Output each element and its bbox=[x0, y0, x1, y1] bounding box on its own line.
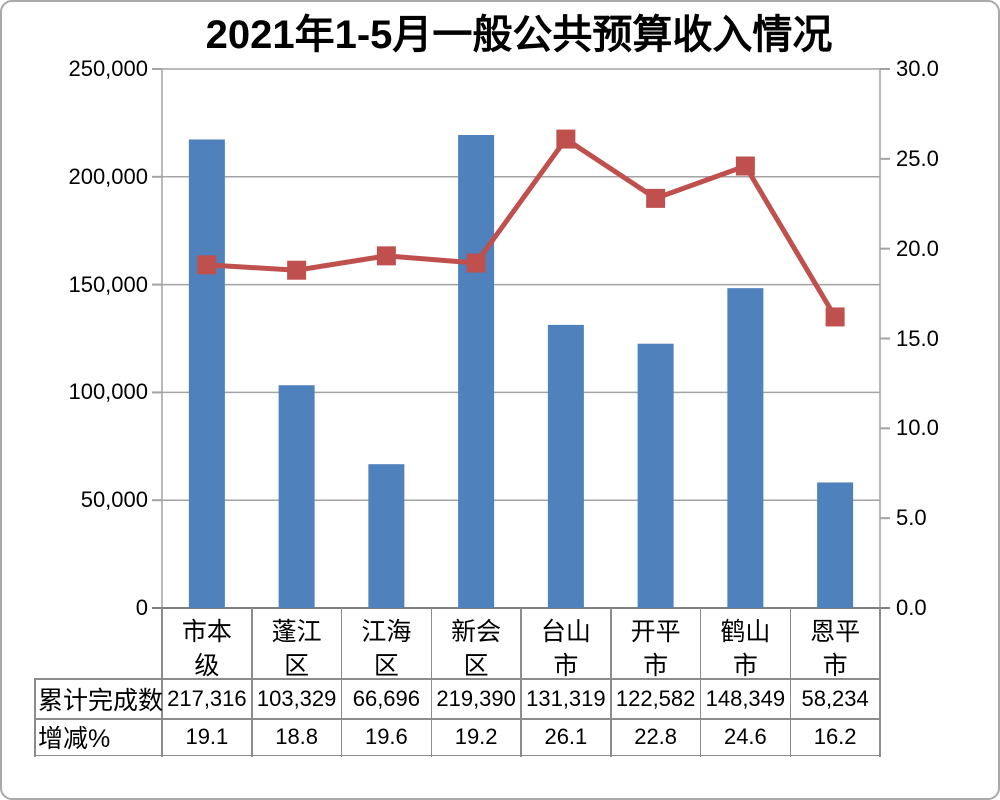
table-vertical-border bbox=[161, 608, 163, 757]
table-value-cell: 131,319 bbox=[526, 686, 606, 711]
data-table: 市本级 蓬江区 江海区 新会区 台山市 开平市 鹤山市 恩平市累计完成数 217,316 103,… bbox=[34, 608, 881, 757]
right-axis-tick-label: 20.0 bbox=[896, 235, 939, 261]
table-vertical-border bbox=[520, 608, 522, 757]
bar-column bbox=[458, 134, 495, 608]
table-value-cell: 19.1 bbox=[185, 724, 229, 750]
line-marker bbox=[197, 255, 217, 275]
table-vertical-border bbox=[789, 608, 791, 757]
right-axis-tick-label: 10.0 bbox=[896, 415, 939, 441]
table-value-cell: 66,696 bbox=[352, 686, 421, 711]
left-axis-tick-label: 50,000 bbox=[80, 487, 148, 513]
line-marker bbox=[825, 307, 845, 327]
category-cell-text: 恩平市 bbox=[810, 618, 861, 680]
category-cell: 新会区 bbox=[431, 608, 521, 680]
category-cell-text: 鹤山市 bbox=[720, 618, 771, 680]
bar-column bbox=[817, 482, 854, 608]
table-vertical-border bbox=[879, 608, 881, 757]
bar-column bbox=[637, 343, 674, 608]
bar-column bbox=[368, 464, 405, 608]
table-value-cell: 19.2 bbox=[454, 724, 498, 750]
table-vertical-border bbox=[699, 608, 702, 757]
line-marker bbox=[646, 188, 666, 208]
table-row-label: 累计完成数 bbox=[38, 687, 164, 715]
category-cell-text: 江海区 bbox=[361, 618, 412, 680]
table-vertical-border bbox=[340, 608, 343, 757]
left-axis-tick-label: 100,000 bbox=[68, 379, 148, 405]
category-cell: 蓬江区 bbox=[252, 608, 342, 680]
category-cell: 恩平市 bbox=[790, 608, 880, 680]
table-value-cell: 122,582 bbox=[615, 686, 696, 711]
right-axis-tick-label: 30.0 bbox=[896, 56, 939, 81]
table-value-cell: 219,390 bbox=[436, 686, 516, 711]
left-axis-tick-label: 0 bbox=[135, 595, 148, 620]
category-cell-text: 新会区 bbox=[451, 618, 502, 680]
bar-column bbox=[547, 324, 584, 608]
category-cell-text: 开平市 bbox=[630, 618, 681, 680]
line-marker bbox=[287, 260, 307, 280]
bar-column bbox=[188, 139, 225, 608]
table-value-cell: 26.1 bbox=[544, 724, 588, 750]
table-value-cell: 217,316 bbox=[167, 686, 247, 711]
table-value-cell: 19.6 bbox=[364, 724, 408, 750]
left-axis-tick-label: 150,000 bbox=[68, 271, 148, 297]
table-value-cell: 103,329 bbox=[256, 686, 337, 711]
table-vertical-border bbox=[430, 608, 432, 757]
right-axis-tick-label: 0.0 bbox=[896, 595, 927, 620]
table-vertical-border bbox=[251, 608, 253, 757]
table-value-cell: 148,349 bbox=[705, 686, 786, 711]
right-axis-tick-label: 15.0 bbox=[896, 325, 939, 351]
category-cell: 鹤山市 bbox=[701, 608, 791, 680]
table-value-cell: 58,234 bbox=[801, 686, 869, 711]
table-value-cell: 22.8 bbox=[634, 724, 678, 750]
left-axis-tick-label: 200,000 bbox=[68, 163, 148, 189]
bar-column bbox=[278, 385, 315, 608]
category-cell: 开平市 bbox=[611, 608, 701, 680]
table-value-cell: 18.8 bbox=[275, 724, 319, 750]
table-horizontal-border bbox=[34, 678, 880, 680]
category-cell: 市本级 bbox=[162, 608, 252, 680]
trend-line bbox=[206, 135, 838, 319]
table-value-cell: 16.2 bbox=[813, 724, 857, 750]
category-cell-text: 蓬江区 bbox=[271, 618, 322, 680]
chart-title: 2021年1-5月一般公共预算收入情况 bbox=[205, 13, 833, 57]
right-axis-tick-label: 5.0 bbox=[896, 505, 927, 531]
category-cell: 台山市 bbox=[521, 608, 611, 680]
line-marker bbox=[735, 156, 755, 176]
table-row-label: 增减% bbox=[38, 725, 111, 754]
bar-column bbox=[727, 288, 764, 608]
line-marker bbox=[466, 253, 486, 273]
line-marker bbox=[556, 129, 576, 149]
table-horizontal-border bbox=[34, 718, 880, 720]
right-axis-tick-label: 25.0 bbox=[896, 145, 939, 171]
table-value-cell: 24.6 bbox=[723, 724, 767, 750]
left-axis-tick-label: 250,000 bbox=[68, 56, 148, 81]
category-cell-text: 台山市 bbox=[540, 618, 591, 680]
table-left-border bbox=[34, 679, 36, 757]
category-cell: 江海区 bbox=[342, 608, 432, 680]
category-cell-text: 市本级 bbox=[181, 618, 232, 680]
table-horizontal-border bbox=[34, 754, 880, 757]
line-marker bbox=[376, 246, 396, 266]
table-vertical-border bbox=[610, 608, 612, 757]
